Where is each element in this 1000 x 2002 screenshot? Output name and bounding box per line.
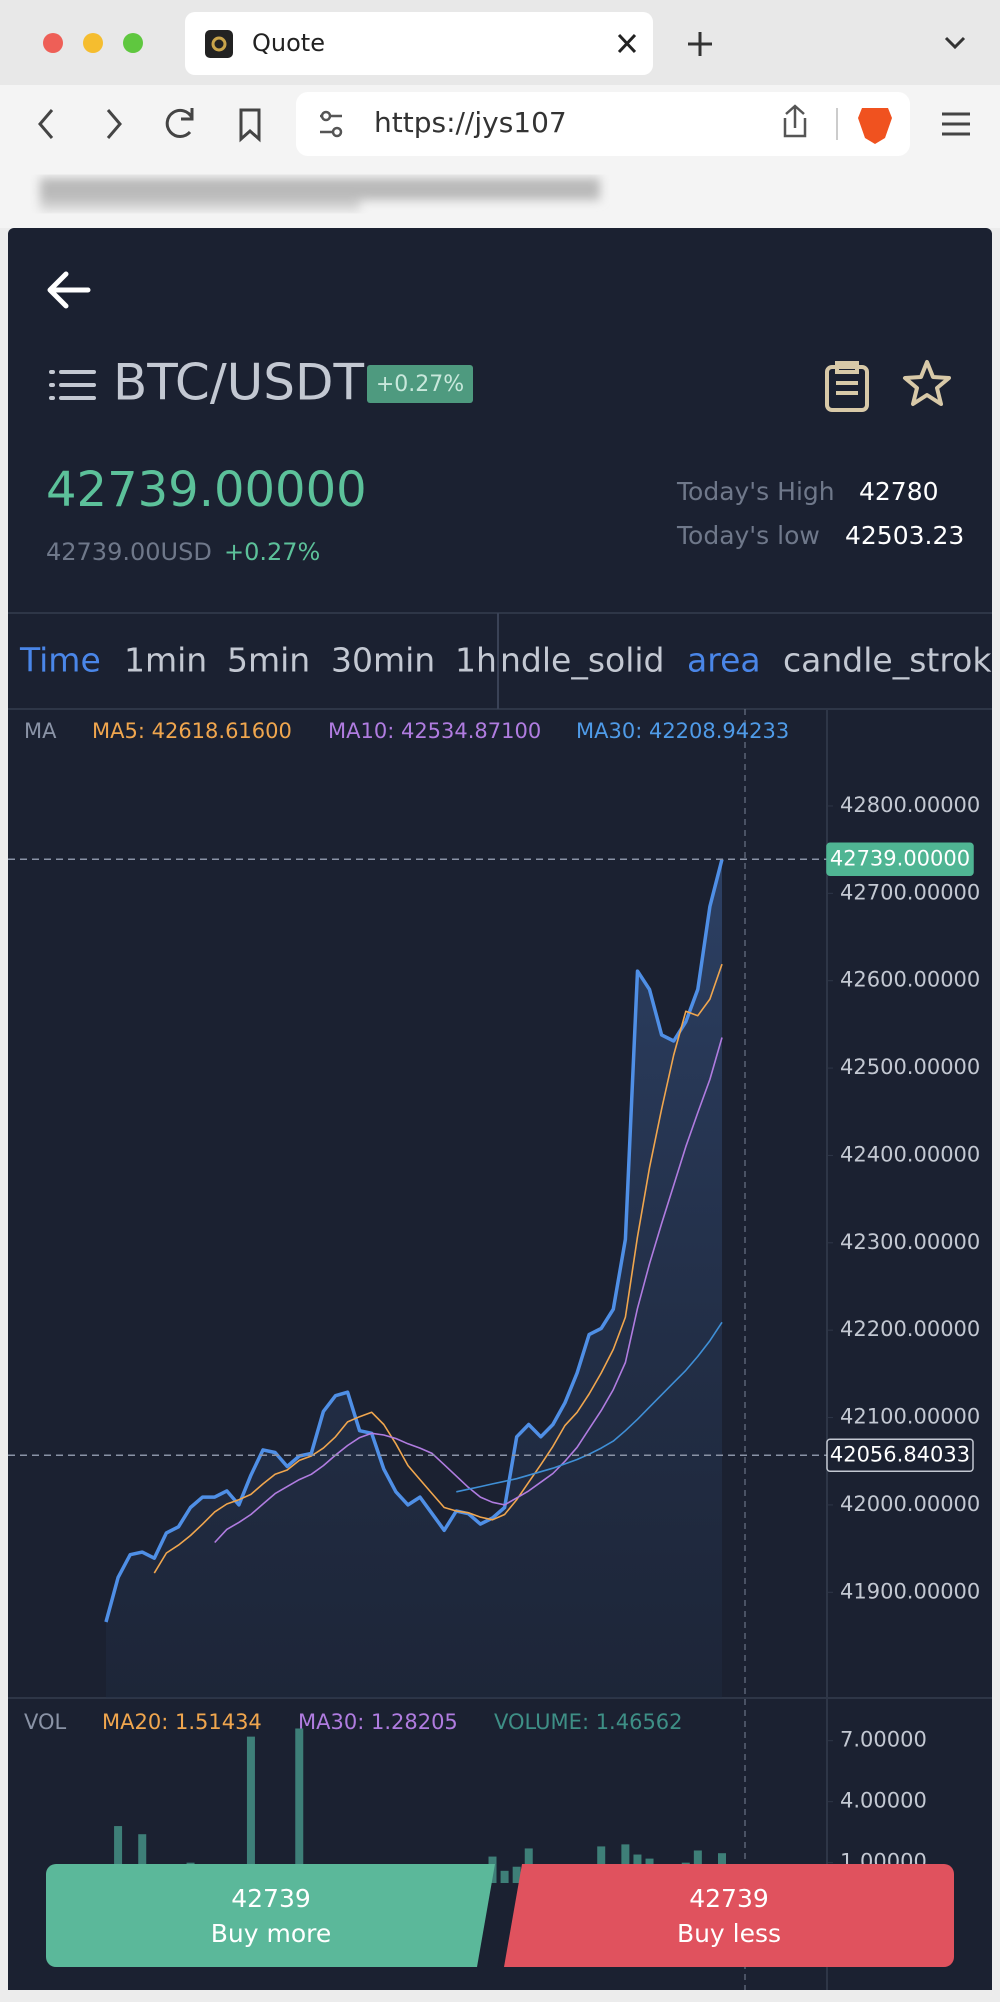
back-arrow[interactable]: [47, 271, 91, 309]
interval-tab[interactable]: ndle_solid: [500, 641, 665, 680]
plot: [104, 858, 724, 1698]
change: +0.27%: [224, 538, 320, 566]
y-tick-label: 42300.00000: [840, 1230, 980, 1254]
url: https://jys107: [374, 106, 567, 139]
forward-button[interactable]: [106, 109, 122, 139]
crosshair-label: 42056.84033: [830, 1442, 970, 1466]
volume-bar: [138, 1834, 147, 1883]
site-settings-knob: [320, 110, 332, 122]
y-tick-label: 42200.00000: [840, 1317, 980, 1341]
back-button[interactable]: [38, 109, 54, 139]
volume-bar: [512, 1866, 521, 1883]
interval-tab[interactable]: 5min: [227, 641, 310, 680]
vol-legend: MA20: 1.51434: [102, 1710, 262, 1734]
y-tick-label: 42500.00000: [840, 1055, 980, 1079]
ma-line: [456, 1321, 723, 1493]
buy-label: Buy more: [211, 1919, 332, 1948]
low-value: 42503.23: [845, 521, 964, 550]
brave-icon[interactable]: [858, 108, 892, 144]
interval-tab[interactable]: 1h: [455, 641, 497, 680]
window-bottom: [0, 1990, 1000, 2002]
favorite-star[interactable]: [903, 360, 951, 406]
volume-bar: [114, 1826, 123, 1883]
buy-button[interactable]: [46, 1864, 495, 1967]
price-area: [106, 859, 722, 1698]
reload-button[interactable]: [165, 108, 194, 138]
vol-legend: VOLUME: 1.46562: [494, 1710, 683, 1734]
high-label: Today's High: [676, 477, 835, 506]
list-icon[interactable]: [49, 370, 96, 400]
volume-bar: [246, 1736, 255, 1883]
sell-label: Buy less: [677, 1919, 781, 1948]
ma-line: [214, 1037, 723, 1544]
interval-tab[interactable]: candle_strok: [783, 641, 992, 680]
notes-icon[interactable]: [825, 361, 869, 412]
y-tick-label: 4.00000: [840, 1789, 927, 1813]
tab[interactable]: [185, 12, 653, 75]
favicon-mark: [211, 36, 227, 52]
volume-bar: [295, 1728, 304, 1883]
ma-legend: MA5: 42618.61600: [92, 719, 292, 743]
low-label: Today's low: [676, 521, 820, 550]
y-tick-label: 42600.00000: [840, 968, 980, 992]
high-value: 42780: [859, 477, 939, 506]
ma-legend: MA30: 42208.94233: [576, 719, 789, 743]
bookmark-button[interactable]: [239, 108, 261, 143]
interval-tab[interactable]: 1min: [124, 641, 207, 680]
price-usd: 42739.00USD: [46, 538, 212, 566]
sell-price: 42739: [689, 1884, 769, 1913]
interval-tab[interactable]: 30min: [331, 641, 435, 680]
change-badge: [367, 365, 473, 403]
vol-legend: VOL: [24, 1710, 67, 1734]
y-tick-label: 42400.00000: [840, 1142, 980, 1166]
tab-menu[interactable]: [944, 36, 966, 50]
new-tab[interactable]: [688, 32, 712, 56]
blurred-text: [40, 178, 600, 210]
ma-line: [153, 963, 723, 1574]
tab-title: Quote: [252, 29, 325, 57]
tab-close[interactable]: [617, 33, 637, 54]
share-button[interactable]: [783, 104, 807, 138]
menu-button[interactable]: [942, 112, 970, 136]
volume-bar: [500, 1870, 509, 1883]
minimize-dot[interactable]: [83, 33, 103, 53]
y-tick-label: 7.00000: [840, 1728, 927, 1752]
vol-legend: MA30: 1.28205: [298, 1710, 458, 1734]
ma-legend: MA: [24, 719, 57, 743]
pair: BTC/USDT: [113, 354, 365, 412]
interval-tab[interactable]: Time: [19, 641, 101, 680]
favicon: [205, 30, 233, 58]
y-tick-label: 42100.00000: [840, 1405, 980, 1429]
ma-legend: MA10: 42534.87100: [328, 719, 541, 743]
volume-bar: [621, 1844, 630, 1883]
interval-tab[interactable]: area: [687, 641, 761, 680]
price-line: [104, 858, 724, 1623]
y-tick-label: 41900.00000: [840, 1579, 980, 1603]
address-bar[interactable]: [296, 92, 910, 156]
buy-price: 42739: [231, 1884, 311, 1913]
sell-button[interactable]: [504, 1864, 954, 1967]
y-tick-label: 42000.00000: [840, 1492, 980, 1516]
y-tick-label: 42700.00000: [840, 880, 980, 904]
zoom-dot[interactable]: [123, 33, 143, 53]
change-badge-text: +0.27%: [376, 372, 464, 397]
close-dot[interactable]: [43, 33, 63, 53]
crosshair-tag: [826, 1438, 974, 1473]
price: 42739.00000: [46, 462, 367, 518]
last-price-tag: [826, 842, 974, 877]
site-settings-knob: [331, 126, 343, 138]
last-price-label: 42739.00000: [830, 846, 970, 870]
y-tick-label: 42800.00000: [840, 793, 980, 817]
